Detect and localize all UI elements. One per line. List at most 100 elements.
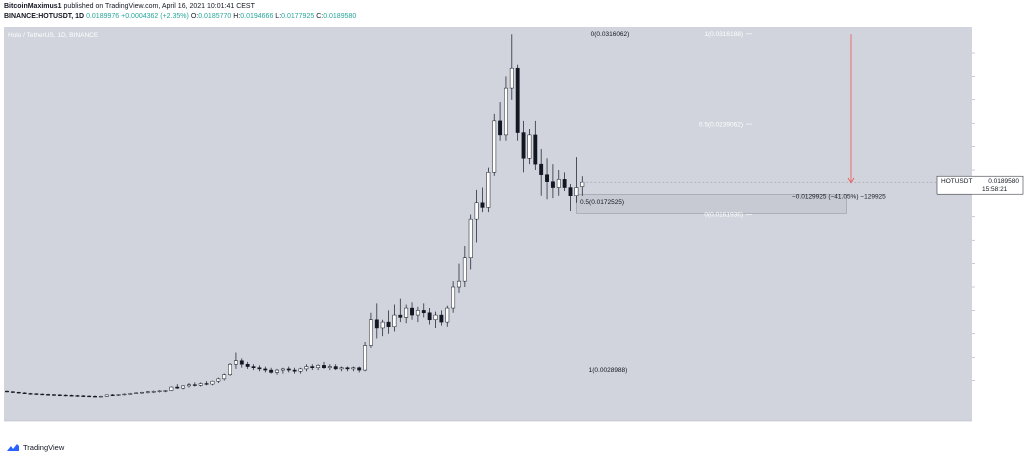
candle-body xyxy=(110,394,115,396)
x-tick-label: 8 xyxy=(170,428,174,434)
candle-body xyxy=(16,392,21,394)
y-tick-label: 0.0140000 xyxy=(982,238,1011,244)
x-tick-label: 15 xyxy=(209,428,216,434)
candle-body xyxy=(222,374,227,380)
candle-body xyxy=(357,367,362,371)
candle-body xyxy=(134,392,139,394)
last-price-value: 0.0189580 xyxy=(988,178,1019,185)
x-tick-label: 22 xyxy=(250,428,257,434)
candle-body xyxy=(75,395,80,397)
candle-body xyxy=(322,365,326,368)
candle-body xyxy=(216,378,221,382)
candle-body xyxy=(504,87,508,136)
symbol-ohlc-line: BINANCE:HOTUSDT, 1D 0.0189976 +0.0004362… xyxy=(4,13,356,20)
candle-body xyxy=(392,314,397,328)
candle-body xyxy=(140,392,144,394)
candle-body xyxy=(480,202,485,208)
x-tick-label: Feb xyxy=(125,428,136,434)
candle-body xyxy=(515,67,520,133)
y-tick-label: 0.0020000 xyxy=(982,379,1011,385)
candle-body xyxy=(269,369,274,373)
candle-body xyxy=(239,360,244,365)
low-value: 0.0177925 xyxy=(281,13,315,20)
tradingview-logo[interactable]: TradingView xyxy=(6,443,64,452)
y-tick-label: 0.0260000 xyxy=(982,98,1011,104)
y-axis: 0.0300000 0.0280000 0.0260000 0.0240000 0.02… xyxy=(972,51,1011,385)
candle-body xyxy=(415,310,420,316)
price-chart[interactable]: Holo / TetherUS, 1D, BINANCE USDT 0.0300… xyxy=(0,24,1024,438)
candle-body xyxy=(52,394,56,396)
publish-line: BitcoinMaximus1 published on TradingView… xyxy=(4,3,255,10)
candle-body xyxy=(28,393,33,395)
candle-body xyxy=(151,391,156,393)
y-tick-label: 0.0300000 xyxy=(982,51,1011,57)
plot-area[interactable] xyxy=(4,27,972,421)
candle-body xyxy=(556,179,561,188)
candle-body xyxy=(157,390,162,392)
close-value: 0.0189580 xyxy=(323,13,357,20)
candle-body xyxy=(63,394,68,397)
y-tick-label: 0.0220000 xyxy=(982,145,1011,151)
high-value: 0.0194666 xyxy=(240,13,274,20)
x-tick-label: 15 xyxy=(373,428,380,434)
candle-body xyxy=(22,392,27,394)
candle-body xyxy=(374,319,379,329)
candle-body xyxy=(251,366,256,368)
fib-lower-level: 0.5(0.0172525) xyxy=(580,199,624,206)
candle-body xyxy=(116,394,121,396)
candle-body xyxy=(468,218,473,258)
candle-body xyxy=(545,174,549,182)
fib-levels: 0(0.0316062) 1(0.0316188) 0.5(0.0239062) 0(… xyxy=(580,31,752,374)
candle-body xyxy=(474,202,479,220)
x-tick-label: 10 xyxy=(702,428,709,434)
candle-body xyxy=(339,367,344,370)
candle-body xyxy=(257,367,262,370)
y-tick-label: 0.0280000 xyxy=(982,75,1011,81)
tradingview-brand: TradingView xyxy=(23,443,65,452)
candle-body xyxy=(316,365,321,368)
candle-body xyxy=(333,366,338,370)
x-tick-label: 19 xyxy=(579,428,586,434)
candle-body xyxy=(568,187,573,196)
measure-tool[interactable]: −0.0129925 (−41.05%) −129925 xyxy=(576,194,886,214)
footer: TradingView xyxy=(0,438,1024,459)
tradingview-logo-icon xyxy=(7,444,19,451)
candle-body xyxy=(228,363,233,376)
candle-body xyxy=(40,393,45,396)
candle-body xyxy=(386,321,391,328)
candle-body xyxy=(57,394,62,396)
y-tick-label: 0.0040000 xyxy=(982,355,1011,361)
candle-body xyxy=(345,367,350,370)
y-tick-label: 0.0120000 xyxy=(982,262,1011,268)
candle-body xyxy=(175,386,180,389)
candle-body xyxy=(363,345,368,371)
y-tick-label: 0.0060000 xyxy=(982,332,1011,338)
candle-body xyxy=(46,394,51,396)
candle-body xyxy=(410,307,414,316)
author-name[interactable]: BitcoinMaximus1 xyxy=(4,3,62,10)
candle-body xyxy=(404,307,409,318)
candle-body xyxy=(421,310,426,313)
x-tick-label: Apr xyxy=(472,428,481,434)
measure-box xyxy=(576,194,847,214)
last-price-countdown: 15:58:21 xyxy=(982,186,1008,193)
candle-body xyxy=(192,384,197,386)
candle-body xyxy=(445,307,450,323)
candle-body xyxy=(292,369,297,372)
high-label: H: xyxy=(233,13,241,20)
candle-body xyxy=(286,368,291,371)
y-tick-label: 0.0240000 xyxy=(982,121,1011,127)
candle-body xyxy=(98,396,103,398)
x-tick-label: 24 xyxy=(784,428,791,434)
candle-body xyxy=(310,366,315,368)
candle-body xyxy=(210,380,215,385)
arrow-head xyxy=(847,177,855,184)
symbol-line[interactable]: BINANCE:HOTUSDT, 1D xyxy=(4,13,85,20)
candle-body xyxy=(521,132,526,159)
candle-body xyxy=(351,367,356,370)
candle-body xyxy=(128,393,133,395)
published-text: published on TradingView.com, April 16, … xyxy=(63,3,255,10)
fib-lower-level: 1(0.0028988) xyxy=(589,367,628,374)
candle-body xyxy=(327,366,332,368)
